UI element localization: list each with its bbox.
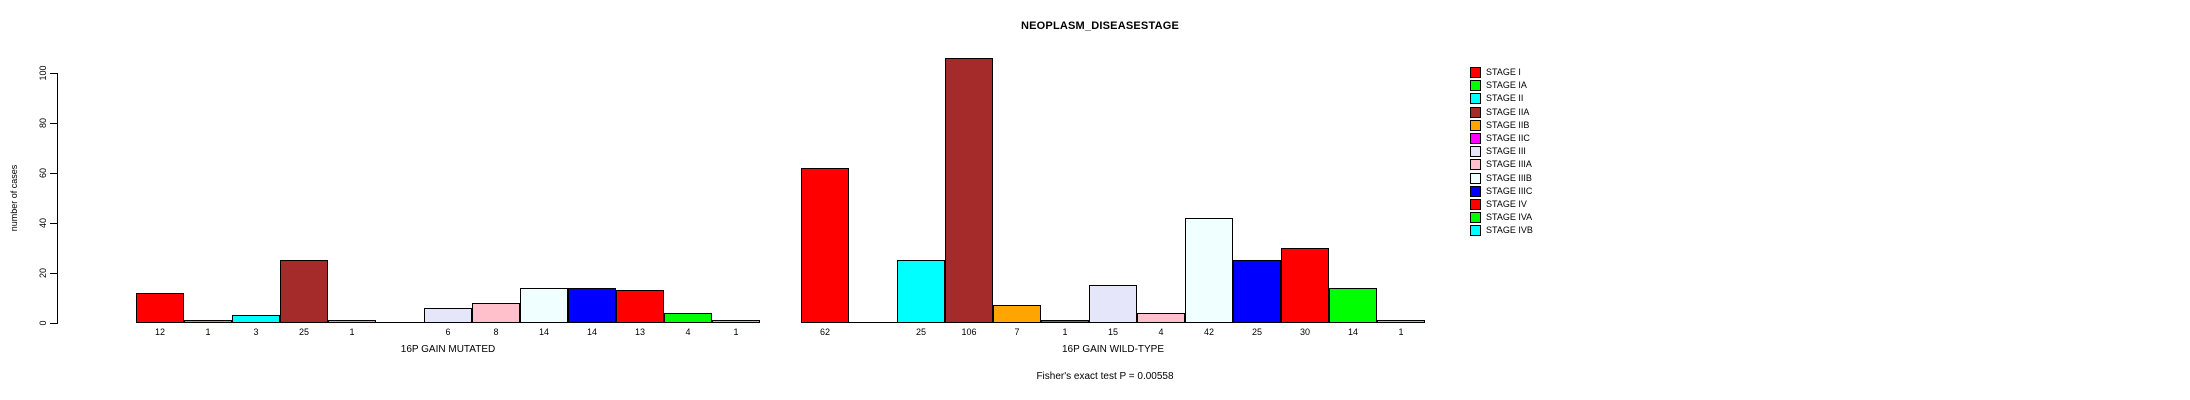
y-tick-label: 80 bbox=[38, 117, 48, 129]
bar-value-label: 4 bbox=[685, 327, 691, 337]
bar-stage-ia bbox=[184, 320, 232, 323]
bar-value-label: 1 bbox=[733, 327, 739, 337]
bar-value-label: 14 bbox=[1347, 327, 1359, 337]
legend-swatch-stage-iiic bbox=[1470, 186, 1481, 197]
bar-value-label: 8 bbox=[493, 327, 499, 337]
legend-label: STAGE I bbox=[1486, 67, 1521, 77]
bar-value-label: 7 bbox=[1014, 327, 1020, 337]
bar-value-label: 25 bbox=[915, 327, 927, 337]
bar-stage-ivb bbox=[1377, 320, 1425, 323]
bar-stage-ivb bbox=[712, 320, 760, 323]
legend-swatch-stage-iva bbox=[1470, 212, 1481, 223]
legend-swatch-stage-iiib bbox=[1470, 173, 1481, 184]
bar-stage-iii bbox=[424, 308, 472, 323]
y-axis-tick bbox=[50, 273, 57, 274]
bar-stage-iib bbox=[328, 320, 376, 323]
bar-stage-iv bbox=[616, 290, 664, 323]
bar-value-label: 25 bbox=[298, 327, 310, 337]
y-axis-tick bbox=[50, 173, 57, 174]
y-tick-label: 60 bbox=[38, 167, 48, 179]
legend-swatch-stage-iiia bbox=[1470, 159, 1481, 170]
legend-label: STAGE IIA bbox=[1486, 107, 1530, 117]
bar-value-label: 30 bbox=[1299, 327, 1311, 337]
legend-swatch-stage-i bbox=[1470, 67, 1481, 78]
bar-stage-i bbox=[801, 168, 849, 323]
bar-stage-iv bbox=[1281, 248, 1329, 323]
bar-value-label: 106 bbox=[961, 327, 977, 337]
bar-value-label: 4 bbox=[1158, 327, 1164, 337]
bar-value-label: 25 bbox=[1251, 327, 1263, 337]
bar-value-label: 14 bbox=[586, 327, 598, 337]
chart-title: NEOPLASM_DISEASESTAGE bbox=[1020, 20, 1180, 32]
legend-swatch-stage-iii bbox=[1470, 146, 1481, 157]
fisher-exact-test-caption: Fisher's exact test P = 0.00558 bbox=[1036, 371, 1174, 382]
legend-swatch-stage-iib bbox=[1470, 120, 1481, 131]
bar-value-label: 1 bbox=[1062, 327, 1068, 337]
y-axis-tick bbox=[50, 73, 57, 74]
bar-stage-iiic bbox=[568, 288, 616, 323]
bar-value-label: 62 bbox=[819, 327, 831, 337]
bar-value-label: 42 bbox=[1203, 327, 1215, 337]
legend-label: STAGE IA bbox=[1486, 80, 1527, 90]
bar-value-label: 1 bbox=[1398, 327, 1404, 337]
y-tick-label: 100 bbox=[38, 65, 48, 81]
legend-label: STAGE IIIB bbox=[1486, 173, 1532, 183]
legend-label: STAGE IIIA bbox=[1486, 159, 1532, 169]
bar-stage-iiia bbox=[1137, 313, 1185, 323]
bar-zero-stage-iic bbox=[376, 322, 424, 323]
bar-zero-stage-ia bbox=[849, 322, 897, 323]
legend-label: STAGE IVB bbox=[1486, 225, 1533, 235]
bar-stage-iia bbox=[945, 58, 993, 323]
bar-stage-i bbox=[136, 293, 184, 323]
legend-label: STAGE IIB bbox=[1486, 120, 1530, 130]
bar-stage-iii bbox=[1089, 285, 1137, 323]
legend-swatch-stage-iia bbox=[1470, 107, 1481, 118]
legend-swatch-stage-ivb bbox=[1470, 225, 1481, 236]
bar-value-label: 12 bbox=[154, 327, 166, 337]
bar-value-label: 14 bbox=[538, 327, 550, 337]
y-axis-tick bbox=[50, 123, 57, 124]
bar-value-label: 3 bbox=[253, 327, 259, 337]
bar-stage-iiic bbox=[1233, 260, 1281, 323]
bar-stage-ii bbox=[897, 260, 945, 323]
bar-stage-ii bbox=[232, 315, 280, 323]
bar-stage-iva bbox=[1329, 288, 1377, 323]
bar-stage-iiib bbox=[1185, 218, 1233, 323]
bar-stage-iva bbox=[664, 313, 712, 323]
legend-label: STAGE II bbox=[1486, 93, 1524, 103]
legend-label: STAGE IVA bbox=[1486, 212, 1533, 222]
bar-value-label: 6 bbox=[445, 327, 451, 337]
legend-label: STAGE IIIC bbox=[1486, 186, 1533, 196]
legend-label: STAGE III bbox=[1486, 146, 1526, 156]
bar-value-label: 15 bbox=[1107, 327, 1119, 337]
y-axis-tick bbox=[50, 223, 57, 224]
x-axis-group-label: 16P GAIN WILD-TYPE bbox=[1061, 344, 1165, 355]
bar-stage-iiia bbox=[472, 303, 520, 323]
y-axis-line bbox=[57, 73, 58, 324]
legend-label: STAGE IV bbox=[1486, 199, 1527, 209]
y-tick-label: 40 bbox=[38, 217, 48, 229]
bar-value-label: 1 bbox=[349, 327, 355, 337]
x-axis-group-label: 16P GAIN MUTATED bbox=[400, 344, 496, 355]
bar-stage-iic bbox=[1041, 320, 1089, 323]
legend-swatch-stage-iv bbox=[1470, 199, 1481, 210]
y-axis-title: number of cases bbox=[9, 164, 19, 232]
legend-swatch-stage-ii bbox=[1470, 93, 1481, 104]
y-tick-label: 20 bbox=[38, 267, 48, 279]
y-axis-tick bbox=[50, 323, 57, 324]
bar-stage-iiib bbox=[520, 288, 568, 323]
legend-swatch-stage-iic bbox=[1470, 133, 1481, 144]
bar-stage-iia bbox=[280, 260, 328, 323]
bar-stage-iib bbox=[993, 305, 1041, 323]
legend-swatch-stage-ia bbox=[1470, 80, 1481, 91]
bar-value-label: 13 bbox=[634, 327, 646, 337]
y-tick-label: 0 bbox=[38, 320, 48, 326]
legend-label: STAGE IIC bbox=[1486, 133, 1530, 143]
bar-value-label: 1 bbox=[205, 327, 211, 337]
